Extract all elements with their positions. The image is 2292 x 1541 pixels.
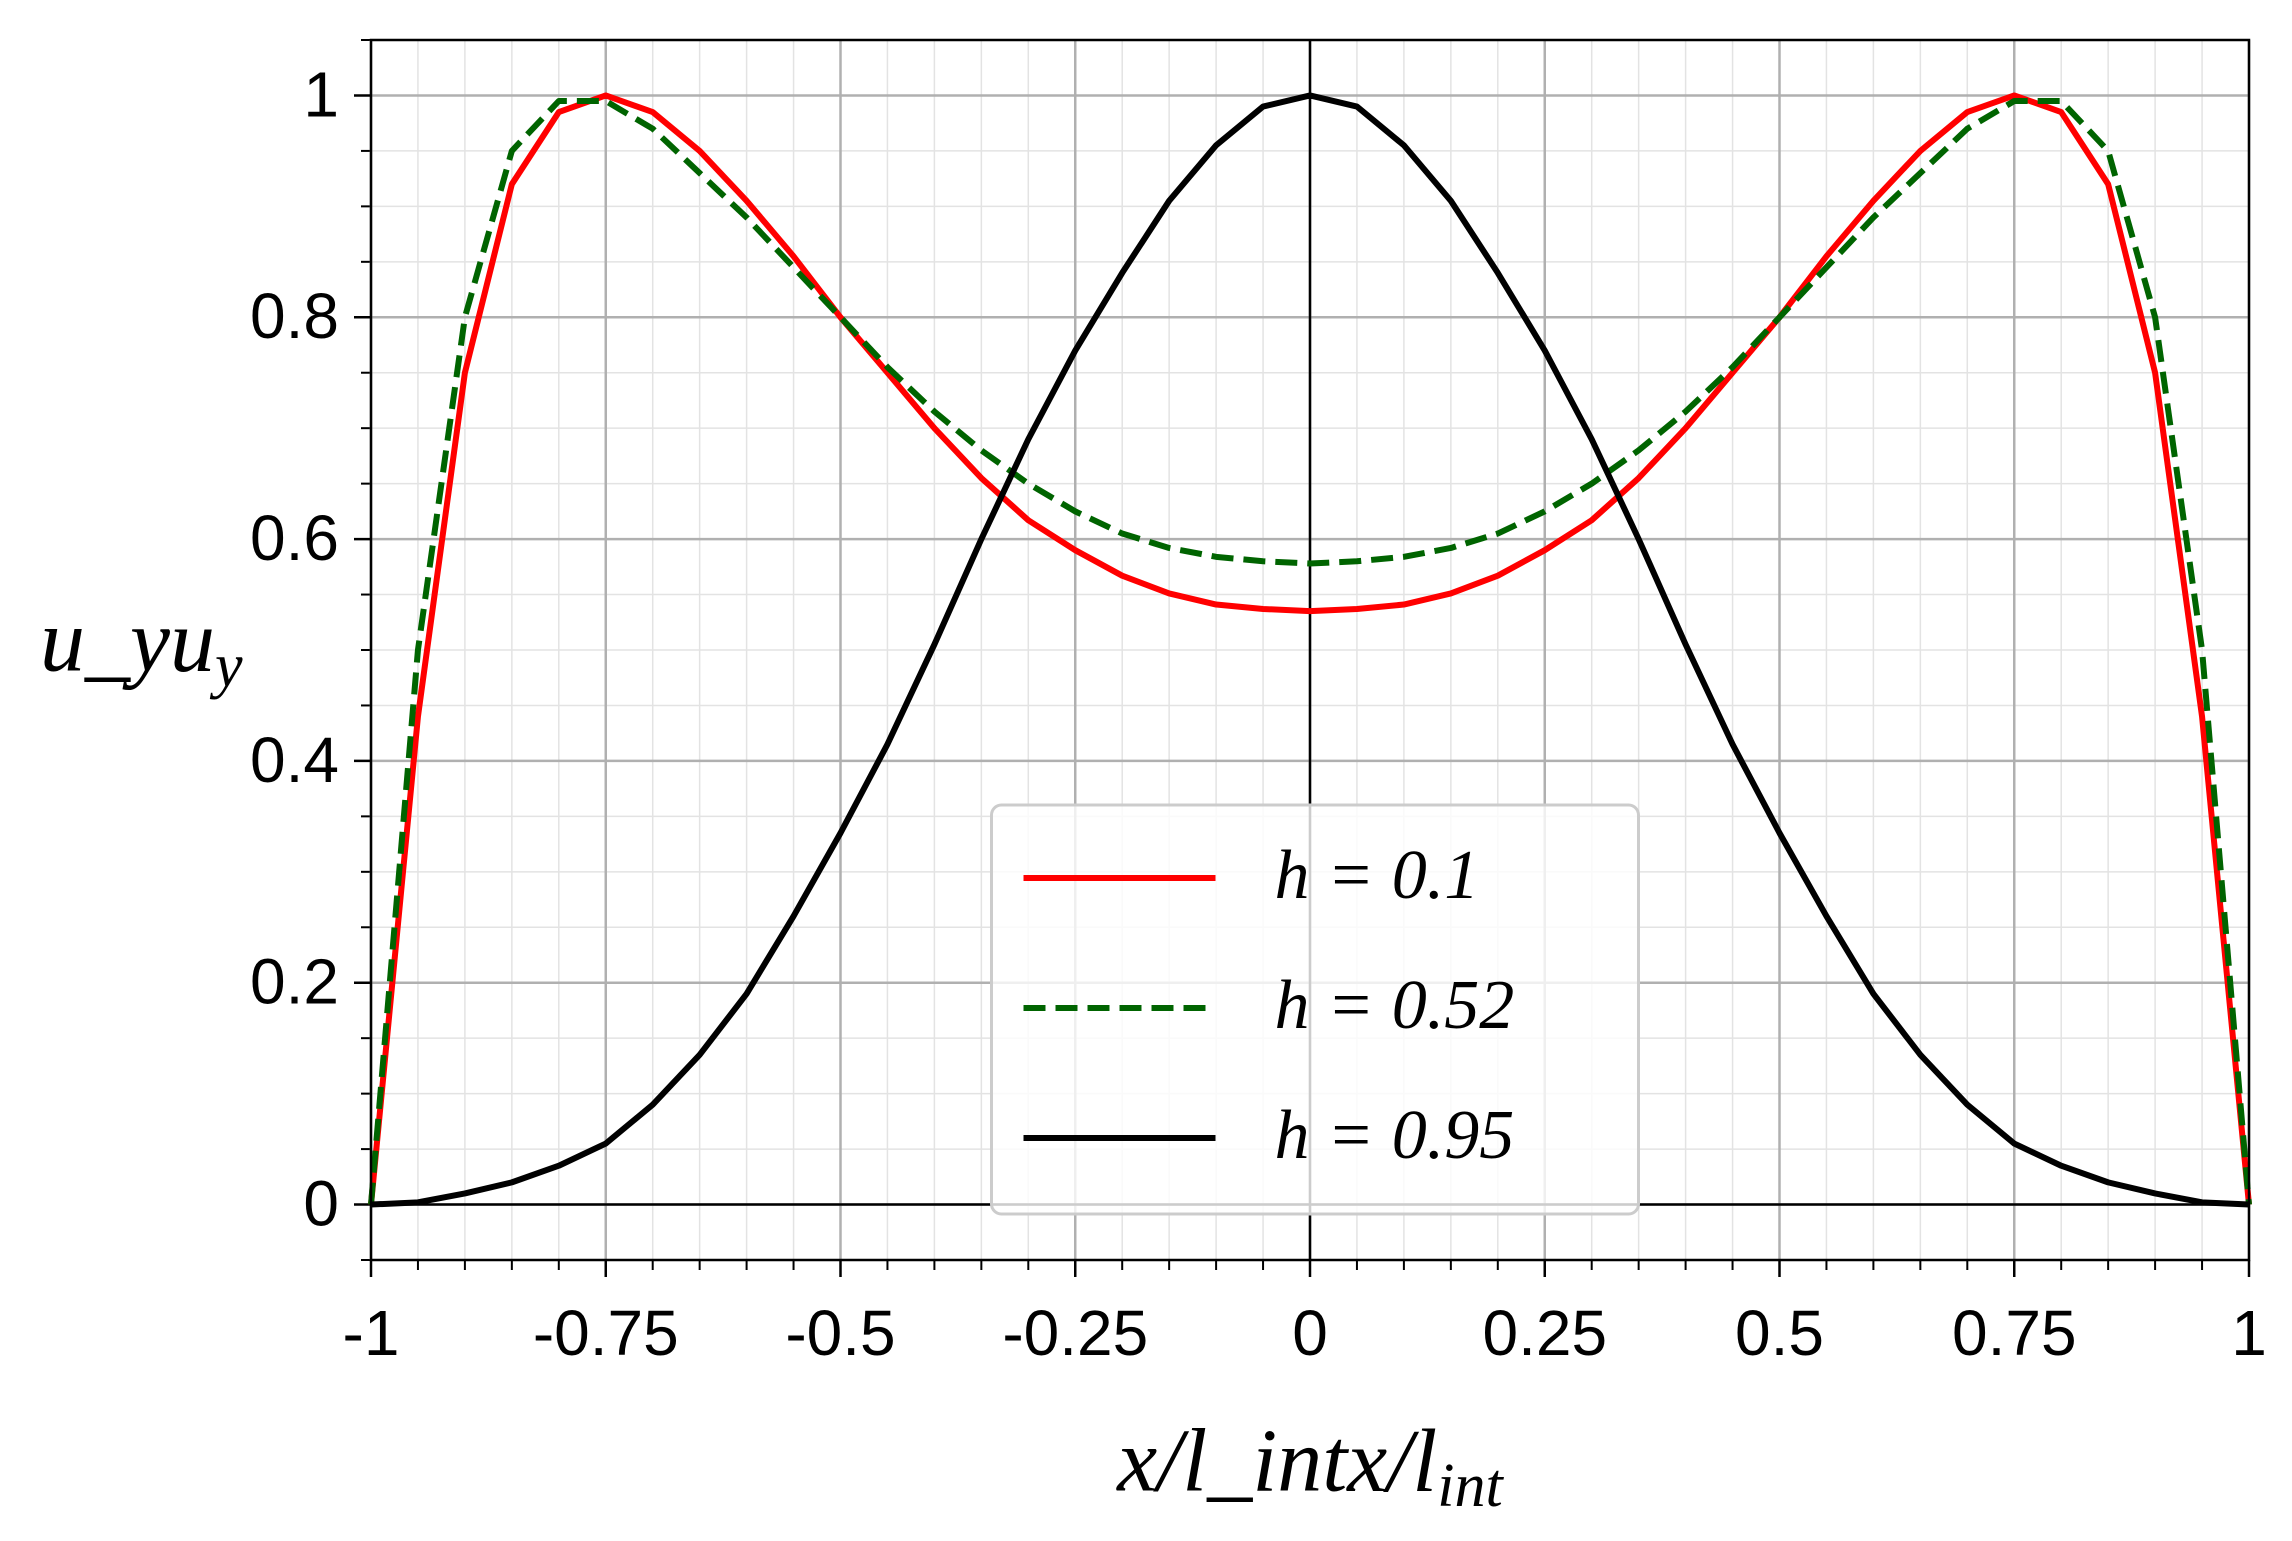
- y-tick-label: 0.6: [250, 502, 339, 574]
- x-tick-label: -0.5: [785, 1297, 895, 1369]
- x-tick-label: 0: [1292, 1297, 1328, 1369]
- y-tick-label: 1: [303, 58, 339, 130]
- y-tick-label: 0.8: [250, 280, 339, 352]
- series-line: [368, 92, 2252, 1205]
- legend-label: h = 0.95: [1275, 1097, 1515, 1174]
- y-tick-label: 0.2: [250, 946, 339, 1018]
- x-tick-label: -0.75: [533, 1297, 679, 1369]
- y-tick-label: 0.4: [250, 724, 339, 796]
- legend-label: h = 0.1: [1275, 837, 1480, 914]
- plot-frame: [369, 38, 2251, 1262]
- x-axis-label: x/l_intx/lint: [1115, 1412, 1504, 1521]
- x-tick-label: 0.75: [1952, 1297, 2077, 1369]
- y-axis-label: u_yuy: [40, 592, 243, 701]
- legend-box: [990, 803, 1640, 1216]
- legend-label: h = 0.52: [1275, 967, 1515, 1044]
- series-line: [368, 98, 2252, 1205]
- x-tick-label: -1: [343, 1297, 400, 1369]
- x-tick-label: 1: [2231, 1297, 2267, 1369]
- x-tick-label: -0.25: [1002, 1297, 1148, 1369]
- y-tick-label: 0: [303, 1167, 339, 1239]
- x-tick-label: 0.5: [1735, 1297, 1824, 1369]
- series-line: [370, 92, 2250, 1208]
- x-tick-label: 0.25: [1482, 1297, 1607, 1369]
